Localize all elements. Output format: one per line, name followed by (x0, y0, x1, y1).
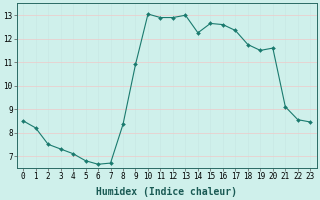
X-axis label: Humidex (Indice chaleur): Humidex (Indice chaleur) (96, 186, 237, 197)
